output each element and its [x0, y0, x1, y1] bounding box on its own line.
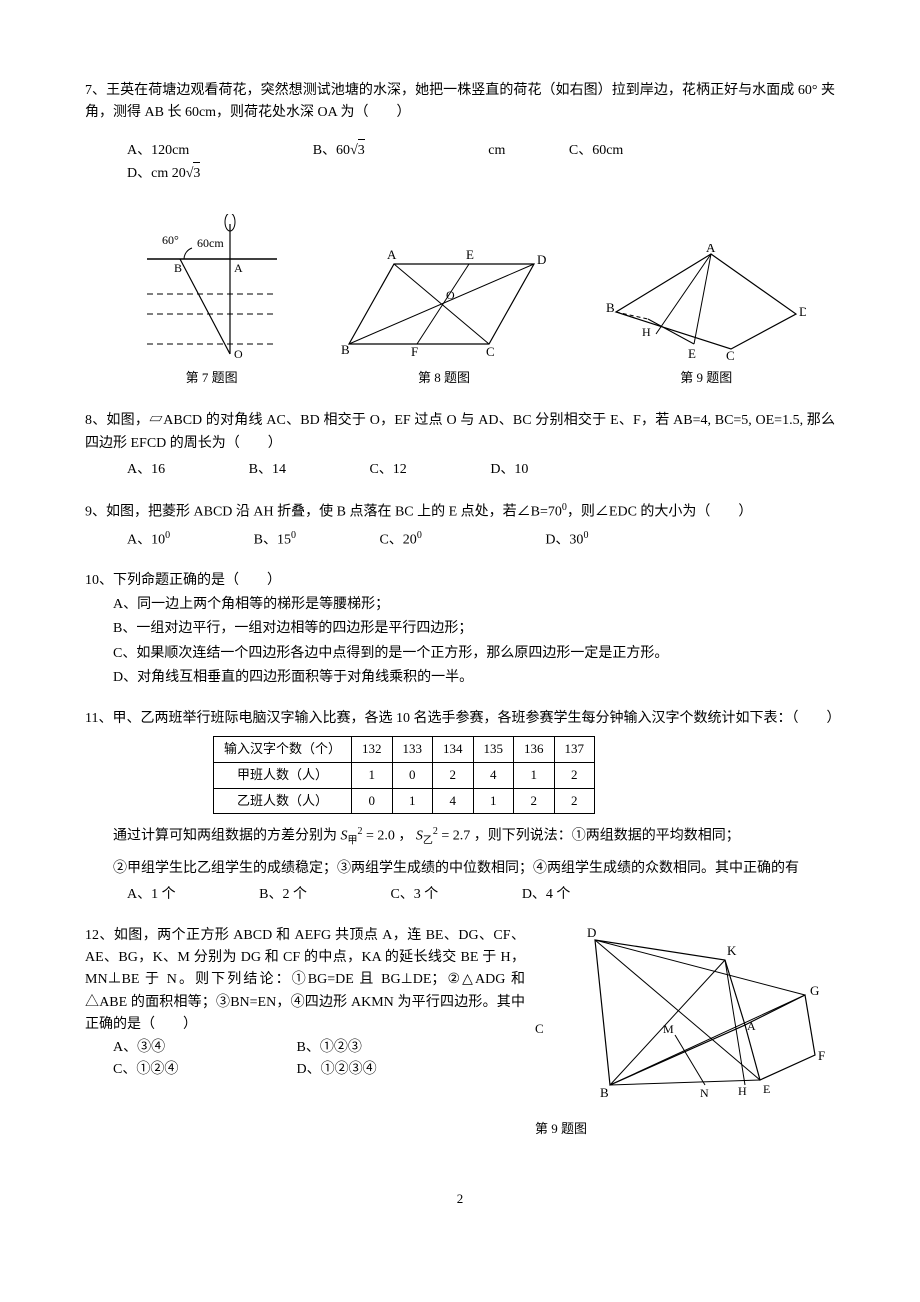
svg-text:A: A	[387, 247, 397, 262]
question-11: 11、甲、乙两班举行班际电脑汉字输入比赛，各选 10 名选手参赛，各班参赛学生每…	[85, 708, 835, 907]
q7-text: 7、王英在荷塘边观看荷花，突然想测试池塘的水深，她把一株竖直的荷花（如右图）拉到…	[85, 80, 835, 125]
svg-text:A: A	[234, 261, 243, 275]
q10-choice-c: C、如果顺次连结一个四边形各边中点得到的是一个正方形，那么原四边形一定是正方形。	[85, 643, 835, 665]
q12-text: 12、如图，两个正方形 ABCD 和 AEFG 共顶点 A，连 BE、DG、CF…	[85, 925, 525, 1037]
svg-text:C: C	[535, 1021, 544, 1036]
svg-text:A: A	[706, 244, 716, 255]
svg-text:O: O	[446, 288, 455, 302]
q12-choice-b: B、①②③	[297, 1037, 477, 1059]
question-10: 10、下列命题正确的是（ ） A、同一边上两个角相等的梯形是等腰梯形； B、一组…	[85, 570, 835, 690]
svg-text:60cm: 60cm	[197, 236, 224, 250]
svg-text:E: E	[466, 247, 474, 262]
q7-choice-c: C、60cm	[569, 140, 623, 162]
q7-choice-b: B、60√3 cm	[313, 139, 506, 162]
svg-text:M: M	[663, 1022, 674, 1036]
th: 134	[433, 736, 474, 762]
q11-header: 11、甲、乙两班举行班际电脑汉字输入比赛，各选 10 名选手参赛，各班参赛学生每…	[85, 708, 835, 730]
table-row: 乙班人数（人） 0 1 4 1 2 2	[214, 788, 595, 814]
th: 132	[352, 736, 393, 762]
q12-choices: A、③④ B、①②③ C、①②④ D、①②③④	[85, 1037, 525, 1082]
svg-text:60°: 60°	[162, 233, 179, 247]
th: 136	[514, 736, 555, 762]
svg-text:K: K	[727, 943, 737, 958]
svg-text:E: E	[688, 346, 696, 361]
q8-text: 8、如图，▱ABCD 的对角线 AC、BD 相交于 O，EF 过点 O 与 AD…	[85, 410, 835, 455]
q8-choices: A、16 B、14 C、12 D、10	[85, 459, 835, 481]
page-number: 2	[85, 1189, 835, 1210]
question-7: 7、王英在荷塘边观看荷花，突然想测试池塘的水深，她把一株竖直的荷花（如右图）拉到…	[85, 80, 835, 186]
q11-body1: 通过计算可知两组数据的方差分别为 S甲2 = 2.0 ， S乙2 = 2.7 ，…	[85, 824, 835, 849]
q9-choice-a: A、100	[127, 528, 170, 552]
svg-text:F: F	[818, 1048, 825, 1063]
figure-9: A B H E C D 第 9 题图	[606, 244, 806, 389]
q9-choice-b: B、150	[254, 528, 296, 552]
question-12: 12、如图，两个正方形 ABCD 和 AEFG 共顶点 A，连 BE、DG、CF…	[85, 925, 835, 1140]
q11-choice-d: D、4 个	[522, 884, 571, 906]
question-8: 8、如图，▱ABCD 的对角线 AC、BD 相交于 O，EF 过点 O 与 AD…	[85, 410, 835, 481]
q7-choice-d: D、cm 20√3	[127, 162, 320, 185]
svg-text:G: G	[810, 983, 819, 998]
figure-7: 60° 60cm B A O 第 7 题图	[142, 214, 282, 389]
fig7-caption: 第 7 题图	[142, 368, 282, 389]
q10-choice-a: A、同一边上两个角相等的梯形是等腰梯形；	[85, 594, 835, 616]
q11-body2: ②甲组学生比乙组学生的成绩稳定；③两组学生成绩的中位数相同；④两组学生成绩的众数…	[85, 858, 835, 880]
th: 输入汉字个数（个）	[214, 736, 352, 762]
svg-text:C: C	[486, 344, 495, 359]
th: 135	[473, 736, 514, 762]
figure-12: D K G F E H N B C M A 第 9 题图	[525, 925, 835, 1140]
svg-text:E: E	[763, 1082, 770, 1096]
svg-text:D: D	[799, 304, 806, 319]
th: 137	[554, 736, 595, 762]
q12-choice-d: D、①②③④	[297, 1059, 477, 1081]
q7-choices: A、120cm B、60√3 cm C、60cm D、cm 20√3	[85, 139, 835, 186]
q11-choice-c: C、3 个	[390, 884, 438, 906]
q11-choice-b: B、2 个	[259, 884, 307, 906]
fig12-caption: 第 9 题图	[535, 1119, 835, 1140]
q11-choices: A、1 个 B、2 个 C、3 个 D、4 个	[85, 884, 835, 906]
svg-text:O: O	[234, 347, 243, 361]
figures-row: 60° 60cm B A O 第 7 题图 A E D O B F C 第 8 …	[113, 214, 835, 389]
q7-choice-a: A、120cm	[127, 140, 249, 162]
svg-text:H: H	[642, 325, 651, 339]
fig8-caption: 第 8 题图	[339, 368, 549, 389]
svg-text:B: B	[606, 300, 615, 315]
q11-choice-a: A、1 个	[127, 884, 176, 906]
question-9: 9、如图，把菱形 ABCD 沿 AH 折叠，使 B 点落在 BC 上的 E 点处…	[85, 500, 835, 552]
svg-text:F: F	[411, 344, 418, 359]
q9-choices: A、100 B、150 C、200 D、300	[85, 528, 835, 552]
table-row: 输入汉字个数（个） 132 133 134 135 136 137	[214, 736, 595, 762]
q10-choice-b: B、一组对边平行，一组对边相等的四边形是平行四边形；	[85, 618, 835, 640]
q8-choice-c: C、12	[369, 459, 406, 481]
svg-text:C: C	[726, 348, 735, 363]
q11-table: 输入汉字个数（个） 132 133 134 135 136 137 甲班人数（人…	[213, 736, 595, 814]
fig9-caption: 第 9 题图	[606, 368, 806, 389]
q12-choice-a: A、③④	[113, 1037, 293, 1059]
q12-choice-c: C、①②④	[113, 1059, 293, 1081]
q9-choice-c: C、200	[379, 528, 421, 552]
table-row: 甲班人数（人） 1 0 2 4 1 2	[214, 762, 595, 788]
q9-choice-d: D、300	[545, 528, 588, 552]
q10-choice-d: D、对角线互相垂直的四边形面积等于对角线乘积的一半。	[85, 667, 835, 689]
figure-8: A E D O B F C 第 8 题图	[339, 244, 549, 389]
svg-text:H: H	[738, 1084, 747, 1098]
q8-choice-b: B、14	[249, 459, 286, 481]
q10-header: 10、下列命题正确的是（ ）	[85, 570, 835, 592]
svg-text:D: D	[537, 252, 546, 267]
th: 133	[392, 736, 433, 762]
svg-text:B: B	[341, 342, 350, 357]
q9-text: 9、如图，把菱形 ABCD 沿 AH 折叠，使 B 点落在 BC 上的 E 点处…	[85, 500, 835, 524]
q8-choice-a: A、16	[127, 459, 165, 481]
q8-choice-d: D、10	[490, 459, 528, 481]
svg-text:N: N	[700, 1086, 709, 1100]
svg-text:B: B	[174, 261, 182, 275]
svg-text:A: A	[747, 1019, 756, 1033]
svg-text:B: B	[600, 1085, 609, 1100]
svg-text:D: D	[587, 925, 596, 940]
